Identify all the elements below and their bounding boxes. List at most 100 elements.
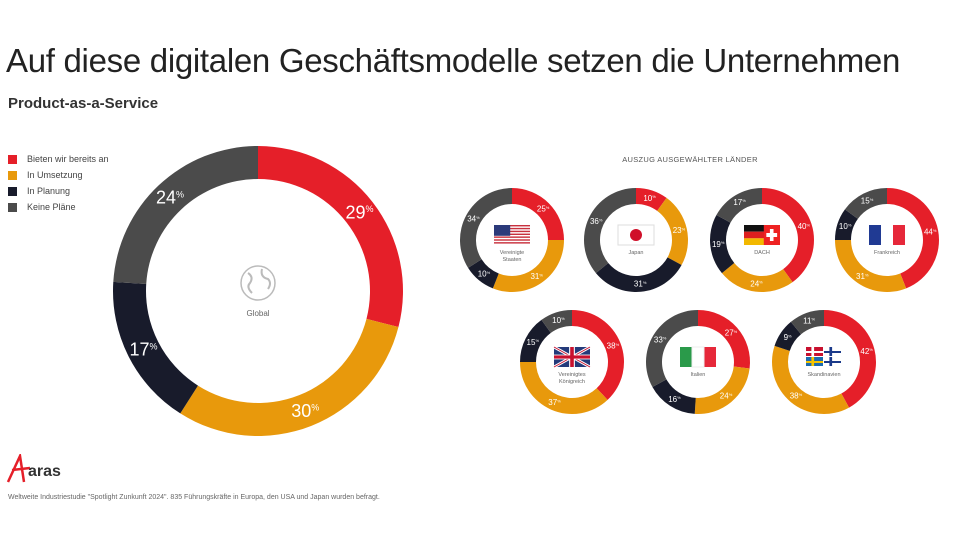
- legend-swatch: [8, 154, 17, 164]
- legend-item: In Umsetzung: [8, 167, 109, 183]
- legend-label: In Umsetzung: [27, 170, 83, 180]
- data-label: 11%: [803, 316, 815, 325]
- donut-segment: [716, 188, 762, 223]
- subtitle: Product-as-a-Service: [8, 95, 159, 112]
- donut-segment: [512, 188, 564, 240]
- page-title: Auf diese digitalen Geschäftsmodelle set…: [6, 42, 901, 79]
- donut-center-label: Japan: [629, 250, 644, 256]
- data-label: 15%: [861, 197, 874, 206]
- donut-segment: [721, 262, 793, 292]
- donut-segment: [835, 209, 858, 240]
- data-label: 10%: [552, 316, 565, 325]
- donut-segment: [790, 310, 824, 335]
- flag-uk-icon: [553, 345, 591, 369]
- donut-segment: [492, 240, 564, 293]
- donut-segment: [824, 310, 877, 408]
- donut-global: 29%30%17%24%Global: [113, 146, 403, 436]
- data-label: 16%: [668, 395, 681, 404]
- donut-segment: [520, 319, 551, 362]
- donut-segment: [583, 188, 636, 274]
- donut-segment: [113, 281, 198, 414]
- donut-skandinavien: 42% 38% 9% 11% Skandinavien: [771, 310, 877, 414]
- data-label: 24%: [750, 279, 763, 288]
- donut-segment: [636, 188, 667, 211]
- donut-italien: 27% 24% 16% 33% Italien: [646, 310, 750, 414]
- donut-segment: [541, 310, 572, 333]
- donut-segment: [844, 188, 887, 219]
- donut-segment: [460, 188, 512, 268]
- donut-segment: [180, 318, 399, 436]
- donut-japan: 10% 23% 31% 36% Japan: [583, 188, 688, 292]
- data-label: 38%: [607, 342, 620, 351]
- data-label: 10%: [839, 222, 852, 231]
- data-label: 33%: [654, 335, 667, 344]
- donut-segment: [652, 379, 696, 414]
- legend-swatch: [8, 202, 17, 212]
- data-label: 34%: [467, 215, 480, 224]
- donut-segment: [595, 257, 682, 292]
- data-label: 9%: [784, 333, 792, 342]
- data-label: 17%: [733, 198, 746, 207]
- donut-segment: [710, 214, 735, 274]
- donut-center-label: Italien: [691, 372, 706, 378]
- donut-segment: [646, 310, 698, 388]
- data-label: 44%: [924, 228, 937, 237]
- svg-text:aras: aras: [28, 463, 61, 480]
- flag-it-icon: [680, 346, 716, 368]
- donut-center-label: DACH: [754, 250, 770, 256]
- globe-icon: [240, 265, 276, 301]
- donut-vereinigte-staaten: 25% 31% 10% 34% Vereinigte Staaten: [460, 188, 564, 293]
- data-label: 19%: [712, 240, 725, 249]
- donut-segment: [572, 310, 624, 400]
- donut-segment: [771, 345, 850, 414]
- legend-item: Keine Pläne: [8, 199, 109, 215]
- donut-segment: [762, 188, 814, 283]
- aras-logo: aras: [4, 451, 64, 489]
- legend-swatch: [8, 170, 17, 180]
- data-label: 15%: [527, 338, 540, 347]
- data-label: 25%: [537, 205, 550, 214]
- flag-fr-icon: [869, 225, 905, 245]
- data-label: 42%: [860, 347, 873, 356]
- legend-item: Bieten wir bereits an: [8, 151, 109, 167]
- donut-frankreich: 44% 31% 10% 15% Frankreich: [835, 188, 940, 293]
- donut-segment: [694, 366, 750, 414]
- data-label: 10%: [478, 270, 491, 279]
- legend-item: In Planung: [8, 183, 109, 199]
- donut-segment: [520, 362, 608, 415]
- donut-center-label: Skandinavien: [807, 372, 840, 378]
- legend-swatch: [8, 186, 17, 196]
- flag-dach-icon: [744, 225, 780, 245]
- flag-jp-icon: [617, 224, 655, 246]
- legend-label: Keine Pläne: [27, 202, 76, 212]
- data-label: 31%: [530, 272, 543, 281]
- data-label: 38%: [790, 392, 803, 401]
- legend: Bieten wir bereits an In Umsetzung In Pl…: [8, 151, 109, 215]
- data-label: 37%: [548, 398, 561, 407]
- data-label: 10%: [643, 194, 656, 203]
- donut-segment: [835, 240, 907, 293]
- donut-segment: [258, 146, 403, 328]
- legend-label: In Planung: [27, 186, 71, 196]
- donut-dach: 40% 24% 19% 17% DACH: [710, 188, 814, 292]
- donut-segment: [657, 197, 688, 266]
- data-label: 24%: [720, 392, 733, 401]
- flag-us-icon: [494, 225, 530, 244]
- data-label: 36%: [590, 217, 603, 226]
- legend-label: Bieten wir bereits an: [27, 154, 109, 164]
- data-label: 23%: [673, 226, 686, 235]
- data-label: 31%: [634, 280, 647, 289]
- donut-center-label: Vereinigtes Königreich: [558, 372, 585, 385]
- donut-segment: [698, 310, 750, 369]
- donut-segment: [113, 146, 258, 284]
- donut-center-label: Vereinigte Staaten: [500, 250, 524, 263]
- donut-segment: [774, 321, 802, 351]
- data-label: 31%: [856, 272, 869, 281]
- section-title: AUSZUG AUSGEWÄHLTER LÄNDER: [622, 155, 758, 164]
- data-label: 40%: [798, 222, 811, 231]
- donut-center-label: Frankreich: [874, 250, 900, 256]
- donut-vereinigtes-königreich: 38% 37% 15% 10% Vereinigtes Königreich: [520, 310, 624, 415]
- footnote: Weltweite Industriestudie "Spotlight Zun…: [8, 494, 380, 501]
- data-label: 27%: [725, 329, 738, 338]
